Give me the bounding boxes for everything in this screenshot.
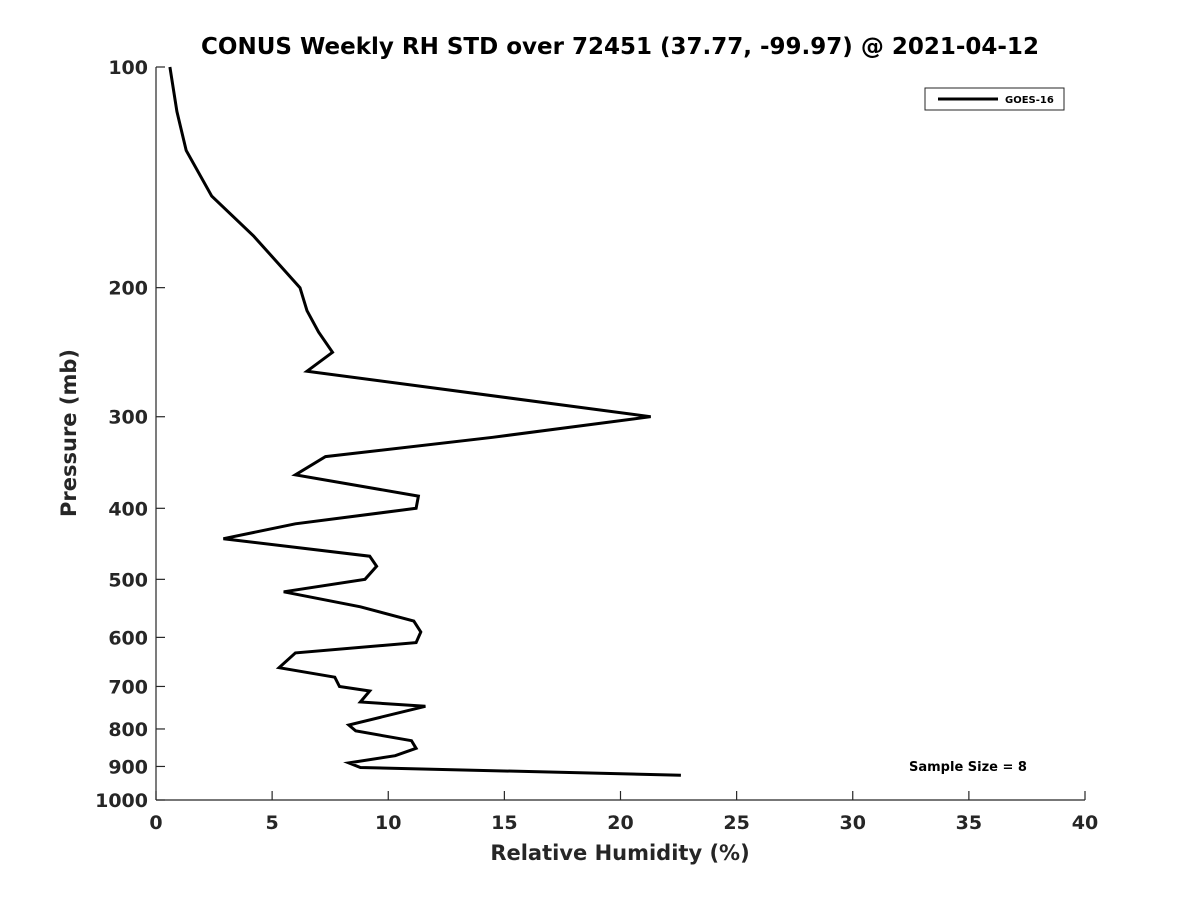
y-tick-label: 300: [108, 407, 148, 429]
x-tick-label: 15: [491, 812, 517, 834]
legend-entry-goes-16: GOES-16: [1005, 95, 1054, 106]
x-tick-label: 30: [840, 812, 866, 834]
x-tick-label: 20: [607, 812, 633, 834]
x-tick-label: 25: [723, 812, 749, 834]
y-tick-label: 1000: [95, 790, 148, 812]
x-tick-label: 10: [375, 812, 401, 834]
y-tick-label: 800: [108, 719, 148, 741]
x-tick-label: 5: [266, 812, 279, 834]
y-axis-label: Pressure (mb): [57, 349, 81, 517]
x-tick-label: 40: [1072, 812, 1098, 834]
y-tick-label: 200: [108, 278, 148, 300]
legend: GOES-16: [924, 87, 1065, 111]
y-axis-ticks: 100 200 300 400 500 600 700 800 900 1000: [95, 57, 165, 812]
y-tick-label: 100: [108, 57, 148, 79]
y-tick-label: 700: [108, 676, 148, 698]
chart-title: CONUS Weekly RH STD over 72451 (37.77, -…: [201, 34, 1039, 60]
plot-area: [155, 66, 1085, 801]
x-axis-ticks: 0 5 10 15 20 25 30 35 40: [149, 791, 1098, 834]
y-tick-label: 600: [108, 627, 148, 649]
x-tick-label: 0: [149, 812, 162, 834]
sample-size-annotation: Sample Size = 8: [909, 760, 1027, 775]
series-line-goes-16: [168, 66, 681, 777]
y-tick-label: 900: [108, 756, 148, 778]
y-tick-label: 400: [108, 498, 148, 520]
y-tick-label: 500: [108, 569, 148, 591]
x-axis-label: Relative Humidity (%): [490, 841, 749, 865]
x-tick-label: 35: [956, 812, 982, 834]
